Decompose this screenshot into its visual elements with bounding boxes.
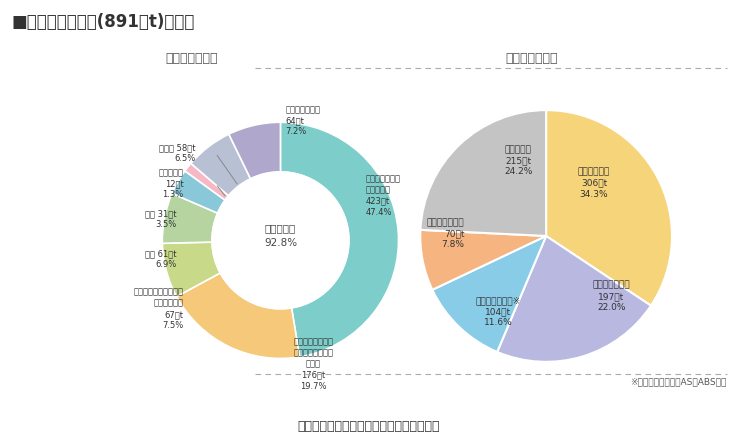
Text: ※ポリスチレン類：AS、ABS含む: ※ポリスチレン類：AS、ABS含む [630,378,727,387]
Wedge shape [420,230,546,290]
Text: 建材 61万t
6.9%: 建材 61万t 6.9% [145,249,176,269]
Text: ポリエチレン
306万t
34.3%: ポリエチレン 306万t 34.3% [578,167,610,199]
Wedge shape [162,194,218,243]
Text: ■廃プラ総排出量(891万t)の内訳: ■廃プラ総排出量(891万t)の内訳 [11,13,194,31]
Wedge shape [497,236,651,362]
Text: 塩化ビニル樹脂
70万t
7.8%: 塩化ビニル樹脂 70万t 7.8% [427,218,464,249]
Wedge shape [176,273,300,358]
Wedge shape [185,163,229,200]
Text: ［分野別内訳］: ［分野別内訳］ [165,52,218,66]
Text: 使用済製品
92.8%: 使用済製品 92.8% [264,224,297,248]
Wedge shape [191,134,250,196]
Wedge shape [546,110,672,305]
Text: ［樹脂別内訳］: ［樹脂別内訳］ [505,52,558,66]
Text: その他 58万t
6.5%: その他 58万t 6.5% [159,143,196,163]
Text: ポリスチレン類※
104万t
11.6%: ポリスチレン類※ 104万t 11.6% [476,296,521,327]
Wedge shape [280,122,399,357]
Circle shape [212,172,349,309]
Text: 電気・電子機器／
電線・ケーブル／
機械等
176万t
19.7%: 電気・電子機器／ 電線・ケーブル／ 機械等 176万t 19.7% [294,337,334,391]
Text: 農林・水産
12万t
1.3%: 農林・水産 12万t 1.3% [159,168,184,199]
Wedge shape [421,110,546,236]
Text: 輸送 31万t
3.5%: 輸送 31万t 3.5% [145,209,176,229]
Text: 出典：（一社）プラスチック循環利用協会: 出典：（一社）プラスチック循環利用協会 [297,420,441,433]
Wedge shape [162,242,220,297]
Text: 生産・加工ロス
64万t
7.2%: 生産・加工ロス 64万t 7.2% [285,105,320,136]
Wedge shape [229,122,280,179]
Text: 包装・容器等／
コンテナ類
423万t
47.4%: 包装・容器等／ コンテナ類 423万t 47.4% [365,174,401,217]
Wedge shape [432,236,546,352]
Text: その他樹脂
215万t
24.2%: その他樹脂 215万t 24.2% [504,145,533,176]
Wedge shape [172,171,225,213]
Text: ポリプロピレン
197万t
22.0%: ポリプロピレン 197万t 22.0% [593,281,630,312]
Text: 家庭用品／衣類履物／
家具／玩具等
67万t
7.5%: 家庭用品／衣類履物／ 家具／玩具等 67万t 7.5% [134,288,184,330]
